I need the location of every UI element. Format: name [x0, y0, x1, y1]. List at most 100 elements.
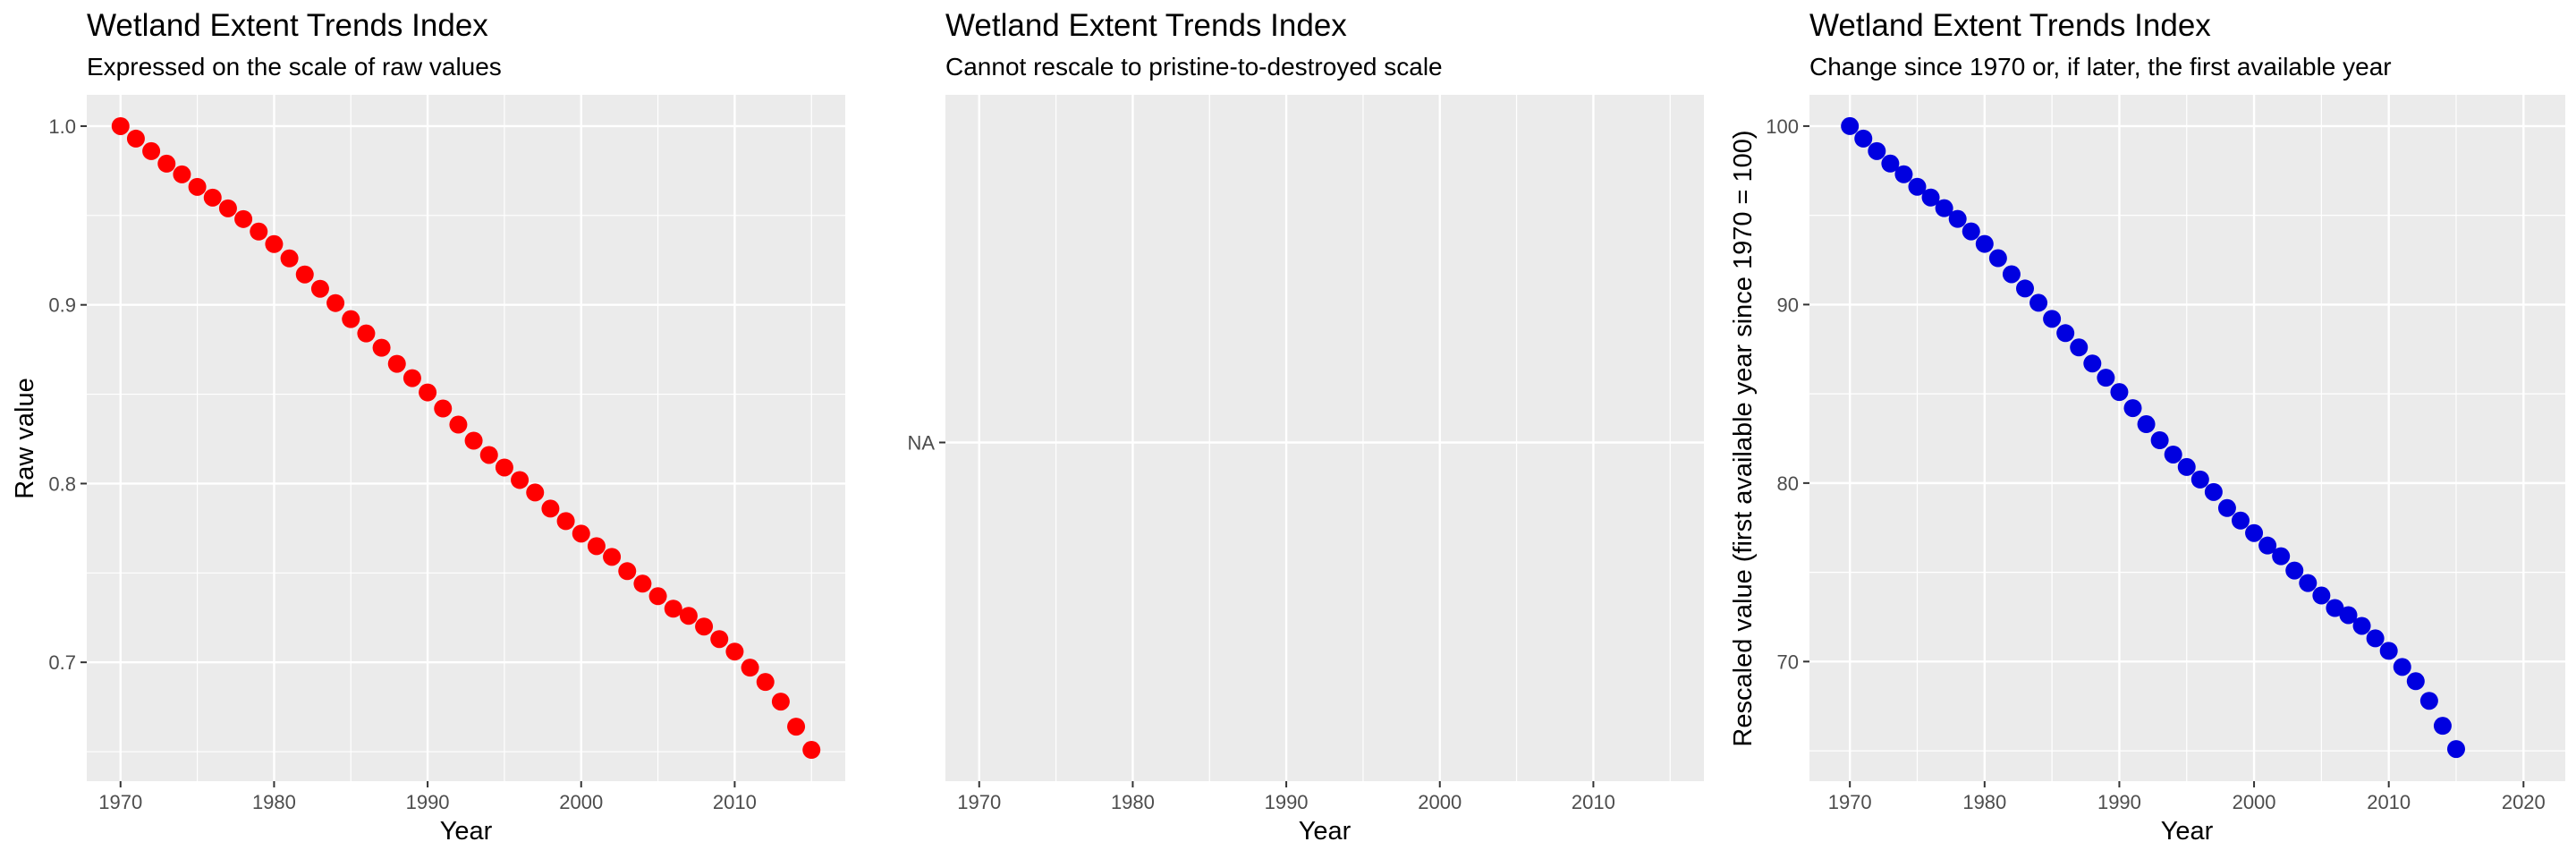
panel-subtitle: Expressed on the scale of raw values [87, 53, 502, 81]
data-point [572, 524, 590, 543]
chart-panel-raw: Wetland Extent Trends Index Expressed on… [11, 8, 845, 846]
data-point [310, 279, 329, 298]
data-point [2204, 482, 2223, 501]
x-tick-label: 2010 [1572, 791, 1615, 813]
data-point [387, 354, 406, 373]
data-point [603, 548, 622, 566]
data-point [2015, 279, 2034, 298]
data-point [2326, 599, 2344, 617]
data-point [2433, 717, 2452, 736]
data-point [1881, 154, 1900, 173]
data-point [2272, 547, 2291, 566]
data-point [541, 499, 560, 518]
y-tick-label: 0.9 [48, 294, 76, 317]
data-point [2083, 354, 2102, 373]
x-tick-label: 2010 [713, 791, 757, 813]
data-point [203, 188, 222, 207]
y-tick-label: 0.7 [48, 651, 76, 674]
x-tick-label: 2000 [559, 791, 603, 813]
data-point [771, 693, 790, 711]
panel-title: Wetland Extent Trends Index [945, 8, 1347, 43]
data-point [1921, 188, 1940, 207]
data-point [2393, 658, 2411, 676]
x-tick-label: 1990 [406, 791, 450, 813]
data-point [802, 741, 821, 760]
data-point [1854, 129, 1873, 148]
y-tick-label: 70 [1777, 651, 1799, 673]
data-point [2352, 617, 2371, 635]
data-point [695, 617, 714, 636]
data-point [2366, 629, 2385, 648]
points [1841, 116, 2465, 759]
data-point [526, 483, 545, 502]
data-point [434, 399, 453, 418]
data-point [218, 199, 237, 217]
data-point [2137, 415, 2156, 434]
data-point [2379, 642, 2398, 660]
data-point [2043, 310, 2062, 328]
y-tick-label: 80 [1777, 472, 1799, 495]
x-tick-label: 2000 [1418, 791, 1462, 813]
data-point [2312, 586, 2331, 605]
grid [87, 95, 845, 781]
data-point [265, 234, 284, 253]
x-tick-label: 1990 [1265, 791, 1309, 813]
data-point [787, 718, 806, 736]
data-point [2110, 383, 2129, 402]
data-point [618, 562, 637, 581]
data-point [111, 116, 130, 135]
data-point [449, 415, 468, 434]
data-point [2177, 457, 2196, 476]
data-point [756, 673, 775, 692]
data-point [556, 512, 575, 531]
data-point [2419, 692, 2438, 710]
data-point [495, 458, 513, 477]
data-point [342, 310, 360, 328]
y-ticks: NA [907, 432, 945, 455]
data-point [142, 141, 161, 160]
data-point [2070, 338, 2089, 357]
panel-title: Wetland Extent Trends Index [1809, 8, 2211, 43]
data-point [2217, 498, 2236, 517]
data-point [2258, 536, 2277, 555]
data-point [2245, 523, 2264, 542]
x-tick-label: 1990 [2097, 791, 2141, 813]
data-point [126, 129, 145, 148]
data-point [357, 324, 376, 343]
data-point [2150, 430, 2169, 449]
plot-area [945, 95, 1704, 781]
data-point [2285, 561, 2304, 580]
x-tick-label: 2010 [2367, 791, 2411, 813]
y-ticks: 0.7 0.8 0.9 1.0 [48, 115, 87, 674]
data-point [280, 249, 299, 268]
data-point [402, 369, 421, 387]
data-point [2164, 445, 2182, 464]
grid [945, 95, 1704, 781]
y-axis-label: Raw value [11, 378, 39, 498]
x-ticks: 1970 1980 1990 2000 2010 [957, 781, 1615, 813]
data-point [1868, 141, 1886, 160]
data-point [587, 537, 606, 556]
data-point [1988, 249, 2007, 268]
x-tick-label: 1980 [252, 791, 296, 813]
x-tick-label: 2000 [2233, 791, 2276, 813]
data-point [479, 446, 498, 464]
chart-panel-rescale-na: Wetland Extent Trends Index Cannot resca… [907, 8, 1704, 846]
data-point [2190, 470, 2209, 489]
panel-subtitle: Cannot rescale to pristine-to-destroyed … [945, 53, 1443, 81]
x-tick-label: 2020 [2502, 791, 2546, 813]
data-point [2056, 324, 2075, 343]
data-point [633, 574, 652, 593]
x-tick-label: 1970 [1828, 791, 1872, 813]
panel-title: Wetland Extent Trends Index [87, 8, 488, 43]
data-point [234, 209, 253, 228]
x-ticks: 1970 1980 1990 2000 2010 2020 [1828, 781, 2546, 813]
data-point [511, 471, 530, 489]
y-tick-label: 0.8 [48, 472, 76, 495]
x-tick-label: 1980 [1962, 791, 2006, 813]
chart-panel-rescaled: Wetland Extent Trends Index Change since… [1729, 8, 2565, 846]
y-tick-label: NA [907, 432, 935, 455]
data-point [2406, 672, 2425, 691]
data-point [664, 600, 682, 618]
